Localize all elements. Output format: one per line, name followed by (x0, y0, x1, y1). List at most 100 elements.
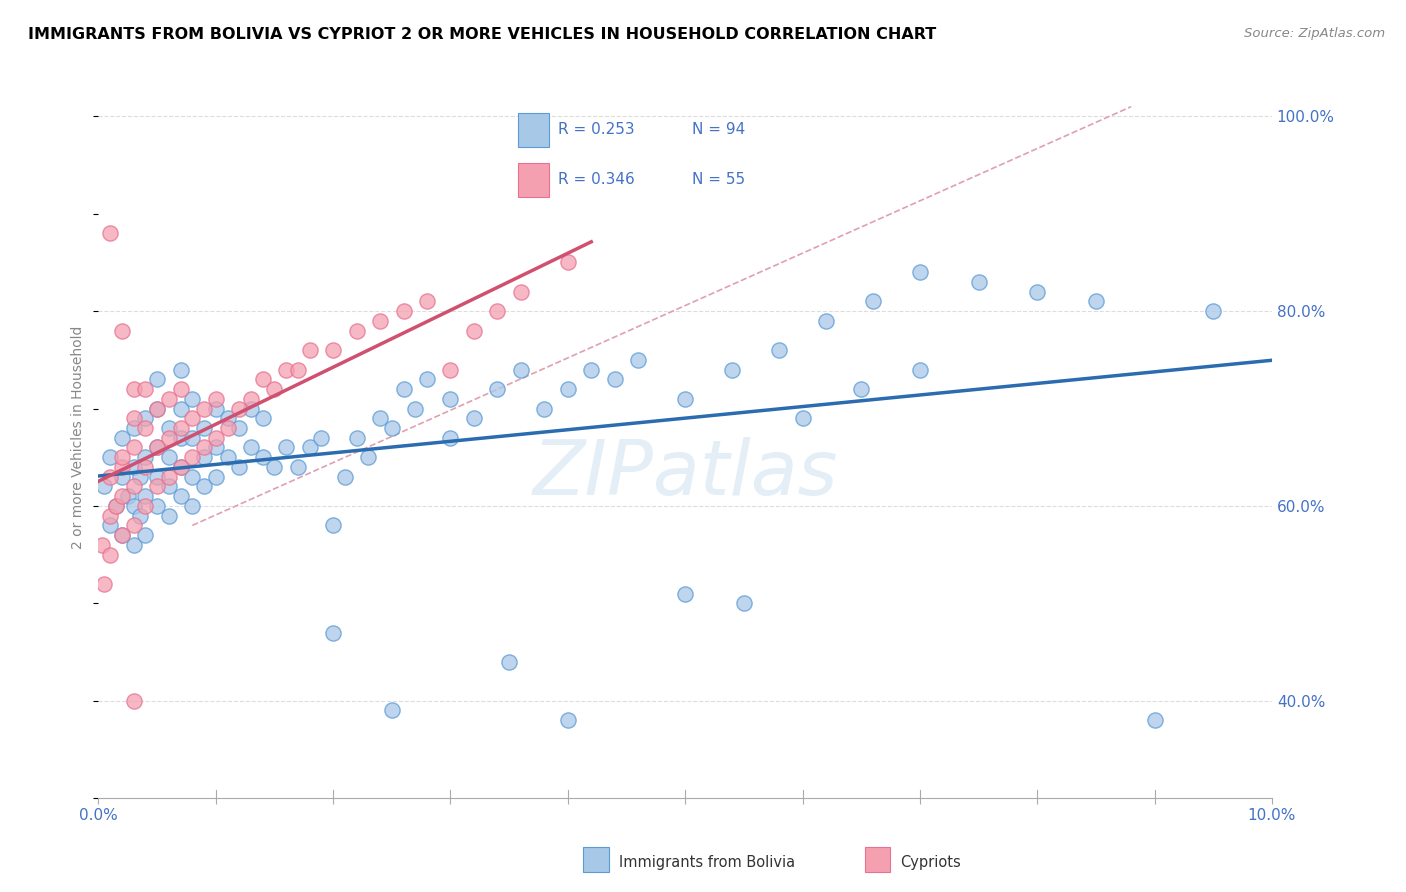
Point (98, 226, 121, 240)
Point (146, 401, 169, 416)
Point (287, 460, 309, 475)
Point (122, 538, 145, 552)
Point (862, 294, 884, 309)
Point (240, 392, 263, 406)
Point (217, 450, 239, 465)
Point (157, 392, 180, 406)
Point (967, 275, 990, 289)
Point (122, 518, 145, 533)
Point (146, 372, 169, 386)
Point (122, 411, 145, 425)
Point (134, 489, 156, 503)
Point (134, 450, 156, 465)
Point (439, 362, 461, 376)
Point (486, 304, 509, 318)
Text: ZIPatlas: ZIPatlas (533, 437, 838, 511)
Point (157, 508, 180, 523)
Point (1026, 285, 1049, 299)
Point (368, 314, 391, 328)
Point (157, 479, 180, 493)
Point (298, 441, 321, 455)
Point (204, 469, 226, 483)
Point (193, 479, 215, 493)
Point (93, 577, 115, 591)
Point (509, 362, 531, 376)
Point (204, 441, 226, 455)
Point (228, 460, 250, 475)
Point (128, 508, 150, 523)
Point (252, 450, 274, 465)
Point (146, 499, 169, 513)
Point (581, 362, 603, 376)
Point (193, 421, 215, 435)
Point (98, 548, 121, 562)
Point (157, 421, 180, 435)
Point (117, 489, 139, 503)
Point (228, 401, 250, 416)
Point (111, 324, 134, 338)
Point (346, 324, 368, 338)
Point (146, 441, 169, 455)
Point (134, 411, 156, 425)
Point (193, 401, 215, 416)
Point (169, 460, 191, 475)
Point (276, 441, 298, 455)
Point (98, 469, 121, 483)
Point (204, 392, 226, 406)
Point (509, 285, 531, 299)
Point (169, 421, 191, 435)
Point (263, 382, 285, 396)
Point (204, 431, 226, 445)
Point (111, 528, 134, 542)
Point (193, 441, 215, 455)
Point (673, 586, 696, 600)
Point (498, 655, 520, 669)
Point (439, 392, 461, 406)
Point (134, 460, 156, 475)
Point (252, 411, 274, 425)
Point (416, 294, 439, 309)
Point (439, 431, 461, 445)
Point (111, 450, 134, 465)
Point (111, 460, 134, 475)
Point (908, 265, 931, 279)
Point (217, 421, 239, 435)
Point (169, 401, 191, 416)
Point (169, 460, 191, 475)
Point (122, 441, 145, 455)
Point (98, 508, 121, 523)
Point (768, 343, 790, 357)
Point (181, 411, 204, 425)
Point (122, 499, 145, 513)
Point (792, 411, 814, 425)
Point (533, 401, 555, 416)
Point (134, 528, 156, 542)
Point (98, 518, 121, 533)
Point (721, 362, 744, 376)
Point (557, 382, 579, 396)
Point (217, 411, 239, 425)
Point (276, 362, 298, 376)
Point (181, 392, 204, 406)
Point (157, 450, 180, 465)
Point (392, 304, 415, 318)
Point (851, 382, 873, 396)
Point (416, 372, 439, 386)
Point (240, 441, 263, 455)
Point (98, 450, 121, 465)
Point (1084, 294, 1107, 309)
Point (91, 538, 114, 552)
Point (181, 469, 204, 483)
Point (298, 343, 321, 357)
Text: IMMIGRANTS FROM BOLIVIA VS CYPRIOT 2 OR MORE VEHICLES IN HOUSEHOLD CORRELATION C: IMMIGRANTS FROM BOLIVIA VS CYPRIOT 2 OR … (28, 27, 936, 42)
Point (181, 431, 204, 445)
Point (111, 489, 134, 503)
Point (357, 450, 380, 465)
Point (128, 469, 150, 483)
Point (557, 255, 579, 269)
Point (311, 431, 333, 445)
Point (111, 469, 134, 483)
Point (228, 421, 250, 435)
Point (111, 431, 134, 445)
Point (673, 392, 696, 406)
